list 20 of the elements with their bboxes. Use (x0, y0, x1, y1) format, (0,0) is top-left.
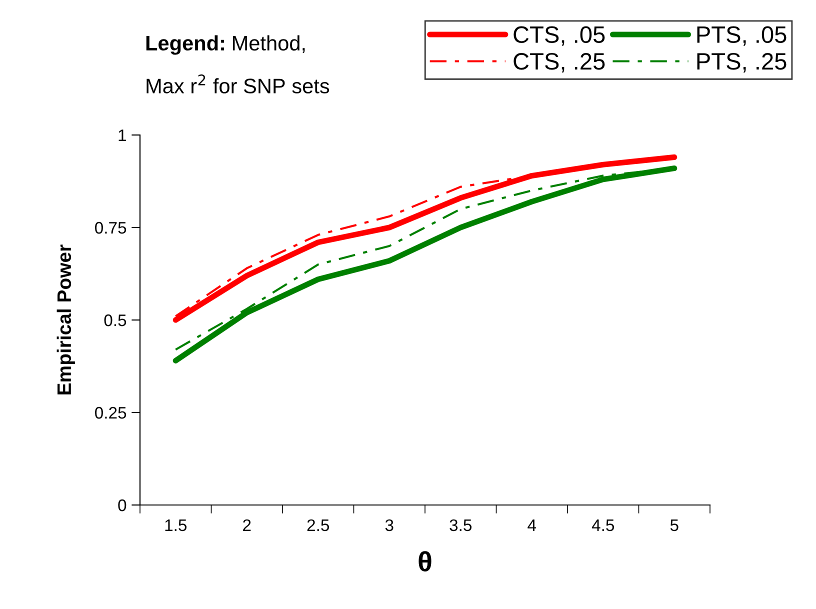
x-tick-label: 2.5 (307, 519, 330, 532)
x-tick-label: 1.5 (165, 520, 187, 532)
x-tick-label: 4.5 (592, 520, 614, 532)
legend-label: CTS, .25 (514, 53, 605, 73)
text: Legend: Method, Max r$^{2}$ for SNP sets (146, 35, 330, 94)
x-tick-label: 2 (243, 519, 251, 531)
y-tick-label: 0.5 (104, 314, 126, 326)
y-tick-label: 0.25 (95, 406, 126, 419)
x-tick-label: 3.5 (450, 519, 472, 532)
legend-label: CTS, .05 (514, 26, 605, 46)
y-axis-title: Empirical Power (56, 244, 75, 394)
x-axis-title: θ (418, 551, 432, 572)
y-tick-label: 1 (118, 130, 126, 142)
y-tick-label: 0.75 (95, 222, 126, 234)
legend-label: PTS, .25 (697, 53, 786, 73)
x-tick-label: 5 (670, 520, 678, 532)
x-tick-label: 3 (385, 519, 394, 532)
legend-label: PTS, .05 (697, 26, 786, 46)
x-tick-label: 4 (528, 520, 536, 531)
y-tick-label: 0 (118, 499, 126, 512)
